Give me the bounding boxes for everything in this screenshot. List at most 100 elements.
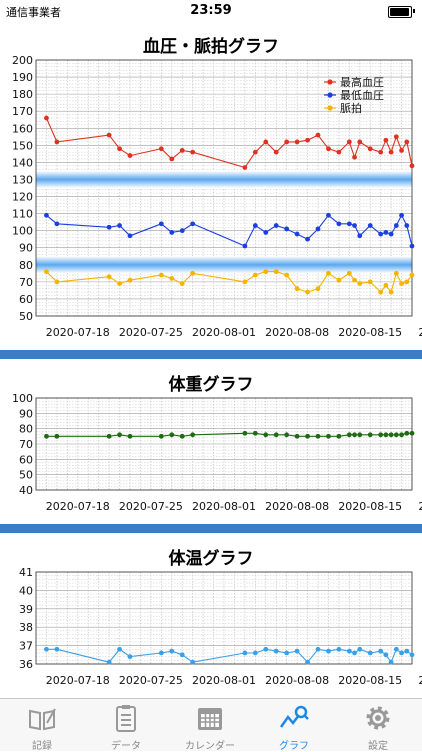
y-tick-label: 50	[19, 469, 33, 482]
y-tick-label: 180	[12, 88, 33, 101]
data-point	[346, 648, 352, 654]
x-tick-label: 2020-07-25	[119, 674, 183, 687]
data-point	[346, 139, 352, 145]
data-point	[409, 430, 415, 436]
y-tick-label: 90	[19, 242, 33, 255]
data-point	[378, 432, 384, 438]
x-tick-label: 2020-08-01	[192, 674, 256, 687]
data-point	[294, 286, 300, 292]
data-point	[242, 279, 248, 285]
data-point	[273, 648, 279, 654]
data-point	[399, 148, 404, 153]
reference-band	[36, 170, 412, 188]
data-point	[44, 212, 49, 218]
data-point	[263, 646, 269, 652]
tab-label: グラフ	[279, 741, 309, 752]
data-point	[393, 432, 399, 438]
tab-graph[interactable]: グラフ	[252, 699, 336, 752]
data-point	[106, 224, 112, 230]
calendar-icon	[198, 708, 222, 730]
data-point	[336, 646, 342, 652]
data-point	[169, 432, 175, 438]
data-point	[242, 650, 248, 656]
tab-label: カレンダー	[185, 741, 235, 752]
tab-label: データ	[111, 741, 141, 752]
y-tick-label: 130	[12, 173, 33, 186]
temperature-chart[interactable]: 36 37 38 39 40 41 2020-07-18 2020-07-25 2020-08-…	[0, 566, 422, 696]
tab-label: 設定	[368, 741, 388, 752]
y-tick-label: 110	[12, 208, 33, 221]
data-point	[169, 648, 175, 654]
data-point	[357, 646, 363, 652]
data-point	[367, 279, 373, 285]
data-point	[388, 231, 394, 237]
y-tick-label: 60	[19, 293, 33, 306]
data-point	[294, 433, 300, 439]
data-point	[315, 286, 321, 292]
data-point	[169, 156, 175, 162]
data-point	[378, 289, 384, 295]
tab-record[interactable]: 記録	[0, 699, 84, 752]
data-point	[383, 432, 389, 438]
data-point	[357, 233, 363, 239]
data-point	[352, 277, 357, 283]
data-point	[179, 433, 185, 439]
data-point	[190, 432, 196, 438]
data-point	[252, 272, 258, 278]
data-point	[409, 272, 415, 278]
data-point	[169, 229, 175, 235]
tab-calendar[interactable]: カレンダー	[168, 699, 252, 752]
data-point	[284, 139, 290, 145]
data-point	[273, 432, 279, 438]
data-point	[158, 221, 164, 227]
data-point	[315, 433, 321, 439]
x-tick-label: 2020-08-08	[265, 326, 329, 339]
tab-data[interactable]: データ	[84, 699, 168, 752]
x-tick-label: 2020-07-18	[46, 500, 110, 513]
weight-chart[interactable]: 40 50 60 70 80 90 100 2020-07-18 2020-07-25 2020-…	[0, 392, 422, 522]
y-tick-label: 200	[12, 54, 33, 67]
data-point	[242, 165, 248, 170]
legend-label: 最低血圧	[340, 88, 384, 102]
data-point	[315, 646, 321, 652]
y-tick-label: 40	[19, 484, 33, 497]
tab-label: 記録	[32, 741, 52, 752]
data-point	[326, 212, 331, 218]
data-point	[106, 433, 112, 439]
x-tick-label: 2020-08-08	[265, 500, 329, 513]
y-tick-label: 160	[12, 122, 33, 135]
data-point	[252, 650, 258, 656]
data-point	[242, 243, 248, 249]
data-point	[106, 132, 112, 138]
y-tick-label: 120	[12, 191, 33, 204]
carrier-label: 通信事業者	[6, 6, 61, 19]
data-point	[179, 281, 185, 286]
data-point	[117, 146, 122, 152]
data-point	[352, 650, 357, 656]
weight-chart-title: 体重グラフ	[168, 375, 254, 395]
x-tick-label: 2020-08-	[418, 326, 422, 339]
data-point	[44, 433, 49, 439]
data-point	[284, 226, 290, 232]
blood-pressure-chart[interactable]: 50 60 70 80 90 100 110 120 130 140 150 160 170 180 190…	[0, 54, 422, 350]
data-point	[388, 149, 394, 155]
data-point	[383, 229, 389, 235]
legend-swatch	[327, 105, 333, 111]
status-bar: 通信事業者 23:59	[0, 0, 422, 22]
data-point	[127, 277, 133, 283]
data-point	[106, 659, 112, 665]
data-point	[158, 650, 164, 656]
data-point	[367, 146, 373, 152]
data-point	[352, 154, 357, 160]
data-point	[190, 221, 196, 227]
x-tick-label: 2020-08-15	[338, 326, 402, 339]
y-tick-label: 140	[12, 156, 33, 169]
tab-bar: 記録 データ カレンダー グラフ 設定	[0, 698, 422, 752]
data-point	[305, 236, 310, 242]
data-point	[117, 646, 122, 652]
tab-settings[interactable]: 設定	[336, 699, 420, 752]
data-point	[127, 654, 133, 660]
data-point	[357, 432, 363, 438]
x-tick-label: 2020-08-15	[338, 500, 402, 513]
x-tick-label: 2020-07-18	[46, 326, 110, 339]
